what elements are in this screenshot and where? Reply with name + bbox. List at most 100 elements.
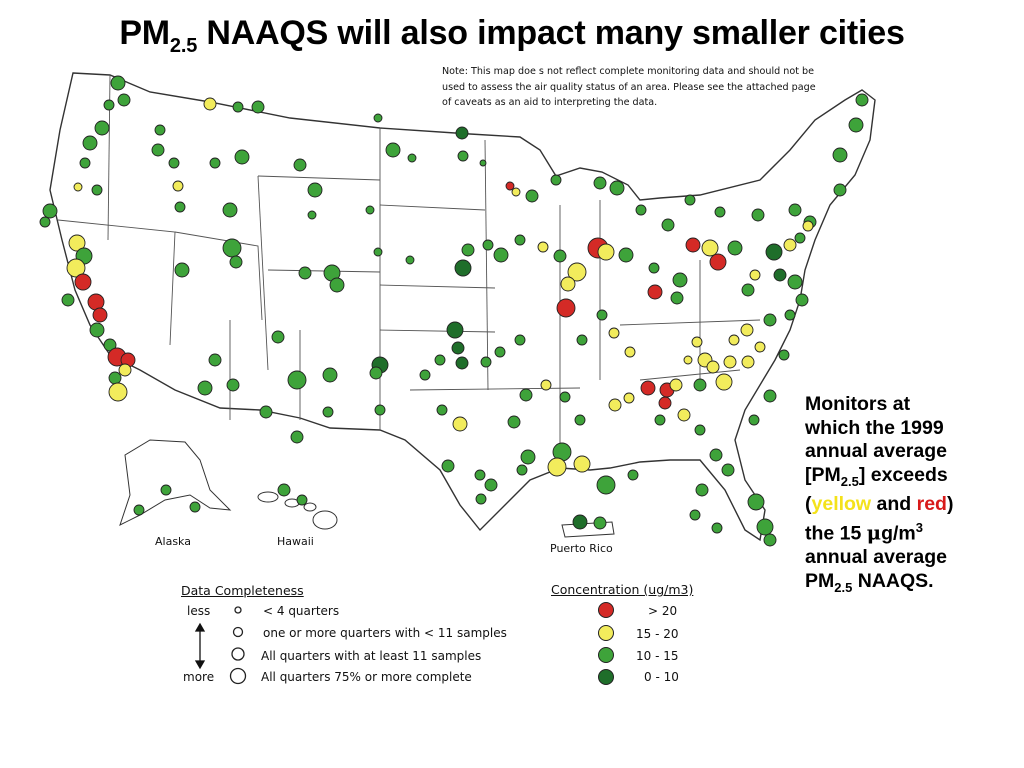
monitor-dot <box>494 346 506 358</box>
monitor-dot <box>290 430 304 444</box>
monitor-dot <box>728 334 740 346</box>
monitor-dot <box>322 406 334 418</box>
monitor-dot <box>848 117 864 133</box>
map-note: Note: This map doe s not reflect complet… <box>442 66 816 108</box>
monitor-dot <box>596 475 616 495</box>
monitor-dot <box>802 220 814 232</box>
monitor-dot <box>475 493 487 505</box>
monitor-dot <box>635 204 647 216</box>
monitor-dot <box>783 238 797 252</box>
monitor-dot <box>457 150 469 162</box>
monitor-dot <box>721 463 735 477</box>
monitor-dot <box>407 153 417 163</box>
monitor-dot <box>559 391 571 403</box>
monitor-dot <box>79 157 91 169</box>
monitor-dot <box>441 459 455 473</box>
monitor-dot <box>108 371 122 385</box>
monitor-dot <box>787 274 803 290</box>
more-label: more <box>183 670 215 684</box>
monitor-dot <box>832 147 848 163</box>
monitor-dot <box>480 356 492 368</box>
completeness-row-4: All quarters 75% or more complete <box>261 670 472 684</box>
concentration-symbol-2 <box>598 625 614 641</box>
monitor-dots <box>39 75 869 547</box>
completeness-symbol-2 <box>232 626 244 638</box>
monitor-dot <box>251 100 265 114</box>
monitor-dot <box>271 330 285 344</box>
monitor-dot <box>701 239 719 257</box>
monitor-dot <box>684 194 696 206</box>
monitor-dot <box>259 405 273 419</box>
monitor-dot <box>576 334 588 346</box>
monitor-dot <box>608 398 622 412</box>
monitor-dot <box>765 243 783 261</box>
data-completeness-title: Data Completeness <box>181 583 304 598</box>
monitor-dot <box>520 449 536 465</box>
concentration-title: Concentration (ug/m3) <box>551 582 694 597</box>
less-more-arrow <box>194 622 206 670</box>
monitor-dot <box>658 396 672 410</box>
monitor-dot <box>609 180 625 196</box>
concentration-row-2: 15 - 20 <box>636 627 679 641</box>
monitor-dot <box>505 181 515 191</box>
monitor-dot <box>608 327 620 339</box>
monitor-dot <box>647 284 663 300</box>
monitor-dot <box>511 187 521 197</box>
monitor-dot <box>685 237 701 253</box>
monitor-dot <box>778 349 790 361</box>
puerto-rico-label: Puerto Rico <box>550 542 613 555</box>
monitor-dot <box>133 504 145 516</box>
side-note-line-4: [PM2.5] exceeds <box>805 464 1020 493</box>
monitor-dot <box>514 334 526 346</box>
paren-open: ( <box>805 492 812 515</box>
final-naaqs: NAAQS. <box>852 569 934 592</box>
monitor-dot <box>172 180 184 192</box>
and-word: and <box>871 492 917 515</box>
completeness-symbol-1 <box>234 606 242 614</box>
monitor-dot <box>751 208 765 222</box>
monitor-dot <box>788 203 802 217</box>
monitor-dot <box>151 143 165 157</box>
monitor-dot <box>525 189 539 203</box>
monitor-dot <box>706 360 720 374</box>
monitor-dot <box>298 266 312 280</box>
monitor-dot <box>693 378 707 392</box>
title-pm: PM <box>119 14 170 52</box>
monitor-dot <box>677 408 691 422</box>
monitor-dot <box>741 283 755 297</box>
concentration-symbol-1 <box>598 602 614 618</box>
monitor-dot <box>174 201 186 213</box>
monitor-dot <box>405 255 415 265</box>
final-pm-subscript: 2.5 <box>834 579 853 595</box>
completeness-legend-symbols <box>229 606 247 685</box>
monitor-dot <box>307 182 323 198</box>
monitor-dot <box>648 262 660 274</box>
monitor-dot <box>374 404 386 416</box>
monitor-dot <box>670 291 684 305</box>
monitor-dot <box>373 113 383 123</box>
monitor-dot <box>419 369 431 381</box>
monitor-dot <box>434 354 446 366</box>
monitor-dot <box>87 293 105 311</box>
slide-title: PM2.5 NAAQS will also impact many smalle… <box>0 14 1024 58</box>
monitor-dot <box>479 159 487 167</box>
concentration-symbol-3 <box>598 647 614 663</box>
monitor-dot <box>229 255 243 269</box>
monitor-dot <box>39 216 51 228</box>
monitor-dot <box>547 457 567 477</box>
monitor-dot <box>110 75 126 91</box>
monitor-dot <box>519 388 533 402</box>
monitor-dot <box>455 126 469 140</box>
completeness-symbol-4 <box>229 667 247 685</box>
monitor-dot <box>709 448 723 462</box>
monitor-dot <box>537 241 549 253</box>
monitor-dot <box>73 182 83 192</box>
monitor-dot <box>296 494 308 506</box>
monitor-dot <box>763 533 777 547</box>
monitor-dot <box>287 370 307 390</box>
monitor-dot <box>369 366 383 380</box>
monitor-dot <box>94 120 110 136</box>
monitor-dot <box>556 298 576 318</box>
monitor-dot <box>461 243 475 257</box>
